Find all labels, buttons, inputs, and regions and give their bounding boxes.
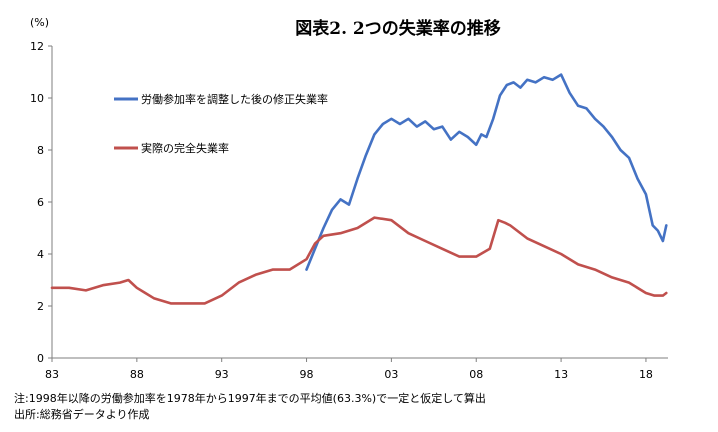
- x-tick-label: 08: [469, 368, 483, 381]
- y-tick-label: 2: [37, 300, 44, 313]
- x-tick-label: 83: [45, 368, 59, 381]
- x-tick-label: 13: [554, 368, 568, 381]
- y-axis-unit-label: (%): [30, 16, 49, 29]
- footnote-method: 注:1998年以降の労働参加率を1978年から1997年までの平均値(63.3%…: [14, 392, 486, 405]
- y-tick-label: 6: [37, 196, 44, 209]
- y-tick-label: 4: [37, 248, 44, 261]
- x-tick-label: 18: [639, 368, 653, 381]
- series-line-1: [305, 73, 668, 271]
- legend-label-2: 実際の完全失業率: [141, 141, 229, 155]
- x-tick-label: 93: [215, 368, 229, 381]
- series-line-2: [50, 216, 668, 305]
- series-layer: [50, 73, 668, 305]
- axes: 0 2 4 6 8 10 12 83 88 93 98 03 08 13 18: [30, 40, 668, 381]
- x-tick-label: 98: [300, 368, 314, 381]
- y-tick-label: 12: [30, 40, 44, 53]
- legend-label-1: 労働参加率を調整した後の修正失業率: [141, 92, 328, 106]
- y-tick-label: 10: [30, 92, 44, 105]
- chart-title: 図表2. 2つの失業率の推移: [295, 18, 501, 39]
- x-tick-label: 03: [384, 368, 398, 381]
- y-tick-label: 0: [37, 352, 44, 365]
- footnote-source: 出所:総務省データより作成: [14, 408, 150, 421]
- y-tick-label: 8: [37, 144, 44, 157]
- x-tick-label: 88: [130, 368, 144, 381]
